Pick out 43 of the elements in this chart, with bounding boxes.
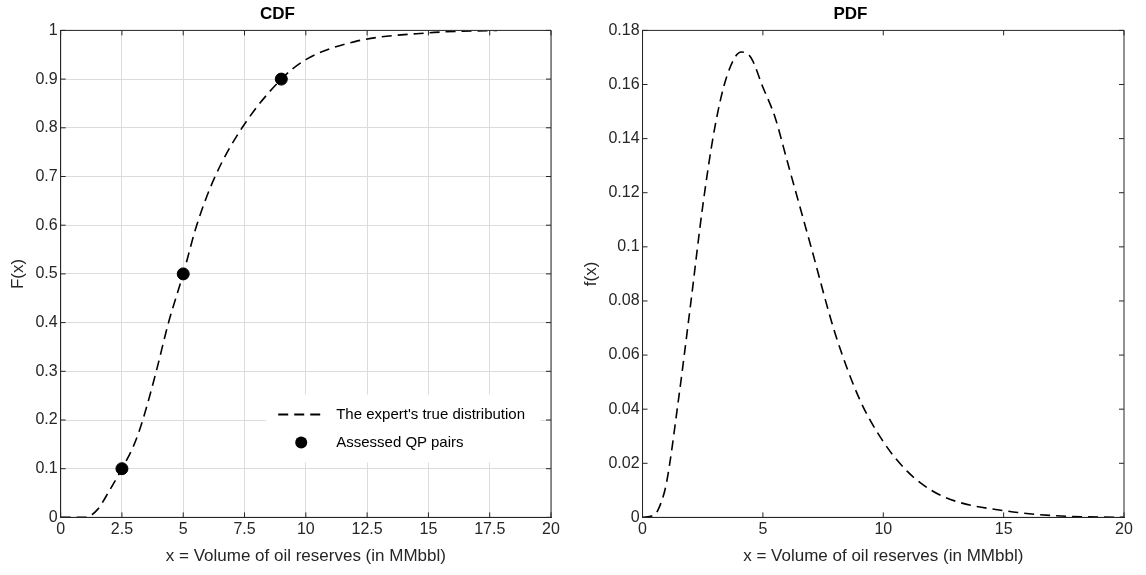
y-tick-label: 0.1 — [617, 237, 640, 255]
x-tick-label: 15 — [994, 520, 1013, 538]
y-tick-label: 0.04 — [608, 399, 640, 417]
y-axis-title: f(x) — [580, 261, 600, 287]
legend-label: The expert's true distribution — [336, 404, 526, 422]
x-axis-title: x = Volume of oil reserves (in MMbbl) — [743, 546, 1024, 566]
y-tick-label: 0.16 — [608, 74, 640, 92]
y-tick-label: 0 — [48, 507, 58, 525]
y-axis-title: F(x) — [7, 258, 27, 290]
y-tick-label: 0.2 — [35, 410, 58, 428]
y-tick-label: 0.8 — [35, 118, 58, 136]
y-tick-label: 0 — [630, 507, 640, 525]
x-tick-label: 12.5 — [351, 520, 383, 538]
x-tick-label: 7.5 — [233, 520, 256, 538]
x-axis-title: x = Volume of oil reserves (in MMbbl) — [165, 546, 446, 566]
point — [274, 72, 288, 86]
x-tick-label: 10 — [874, 520, 893, 538]
x-tick-label: 17.5 — [474, 520, 506, 538]
x-tick-label: 5 — [758, 520, 768, 538]
y-tick-label: 0.4 — [35, 313, 58, 331]
point — [115, 462, 129, 476]
y-tick-label: 0.6 — [35, 215, 58, 233]
x-tick-label: 20 — [1115, 520, 1133, 538]
chart-title: CDF — [260, 3, 295, 23]
x-tick-label: 2.5 — [110, 520, 134, 538]
chart-title: PDF — [833, 3, 868, 23]
x-tick-label: 20 — [542, 520, 560, 538]
y-tick-label: 0.18 — [608, 20, 640, 38]
y-tick-label: 0.06 — [608, 345, 640, 363]
y-tick-label: 0.7 — [35, 166, 58, 184]
y-tick-label: 0.5 — [35, 264, 58, 282]
legend-label: Assessed QP pairs — [336, 432, 464, 450]
x-tick-label: 5 — [178, 520, 188, 538]
y-tick-label: 0.1 — [35, 459, 58, 477]
y-tick-label: 0.9 — [35, 69, 58, 87]
x-tick-label: 10 — [296, 520, 315, 538]
y-tick-label: 0.14 — [608, 129, 640, 147]
y-tick-label: 0.12 — [608, 183, 640, 201]
y-tick-label: 0.3 — [35, 361, 58, 379]
y-tick-label: 0.02 — [608, 453, 640, 471]
x-tick-label: 15 — [419, 520, 438, 538]
y-tick-label: 0.08 — [608, 291, 640, 309]
y-tick-label: 1 — [48, 20, 58, 38]
